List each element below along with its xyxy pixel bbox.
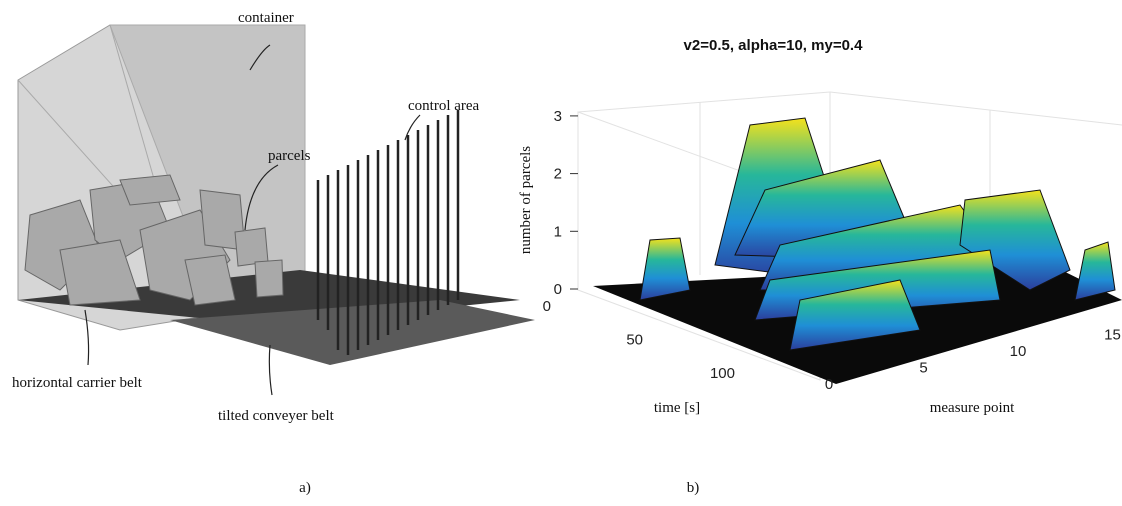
time-tick-label: 100 xyxy=(710,365,735,382)
point-tick-label: 15 xyxy=(1104,327,1121,344)
y-axis-label: measure point xyxy=(930,400,1015,416)
point-tick-label: 5 xyxy=(919,360,927,377)
simulation-scene xyxy=(17,24,535,396)
x-axis-label: time [s] xyxy=(654,400,700,416)
z-tick-label: 2 xyxy=(554,166,562,183)
point-tick-label: 0 xyxy=(825,376,833,393)
z-tick-label: 0 xyxy=(554,281,562,298)
label-control-area: control area xyxy=(408,98,480,114)
time-tick-label: 50 xyxy=(626,332,643,349)
z-axis-label: number of parcels xyxy=(518,146,534,254)
label-container: container xyxy=(238,10,294,26)
plot-title: v2=0.5, alpha=10, my=0.4 xyxy=(684,37,864,54)
caption-b: b) xyxy=(687,480,700,496)
label-horizontal-belt: horizontal carrier belt xyxy=(12,375,143,391)
z-tick-label: 3 xyxy=(554,108,562,125)
surface-plot xyxy=(577,91,1122,384)
z-tick-label: 1 xyxy=(554,223,562,240)
time-tick-label: 0 xyxy=(543,298,551,315)
label-tilted-belt: tilted conveyer belt xyxy=(218,408,335,424)
caption-a: a) xyxy=(299,480,311,496)
label-parcels: parcels xyxy=(268,148,311,164)
point-tick-label: 10 xyxy=(1010,343,1027,360)
